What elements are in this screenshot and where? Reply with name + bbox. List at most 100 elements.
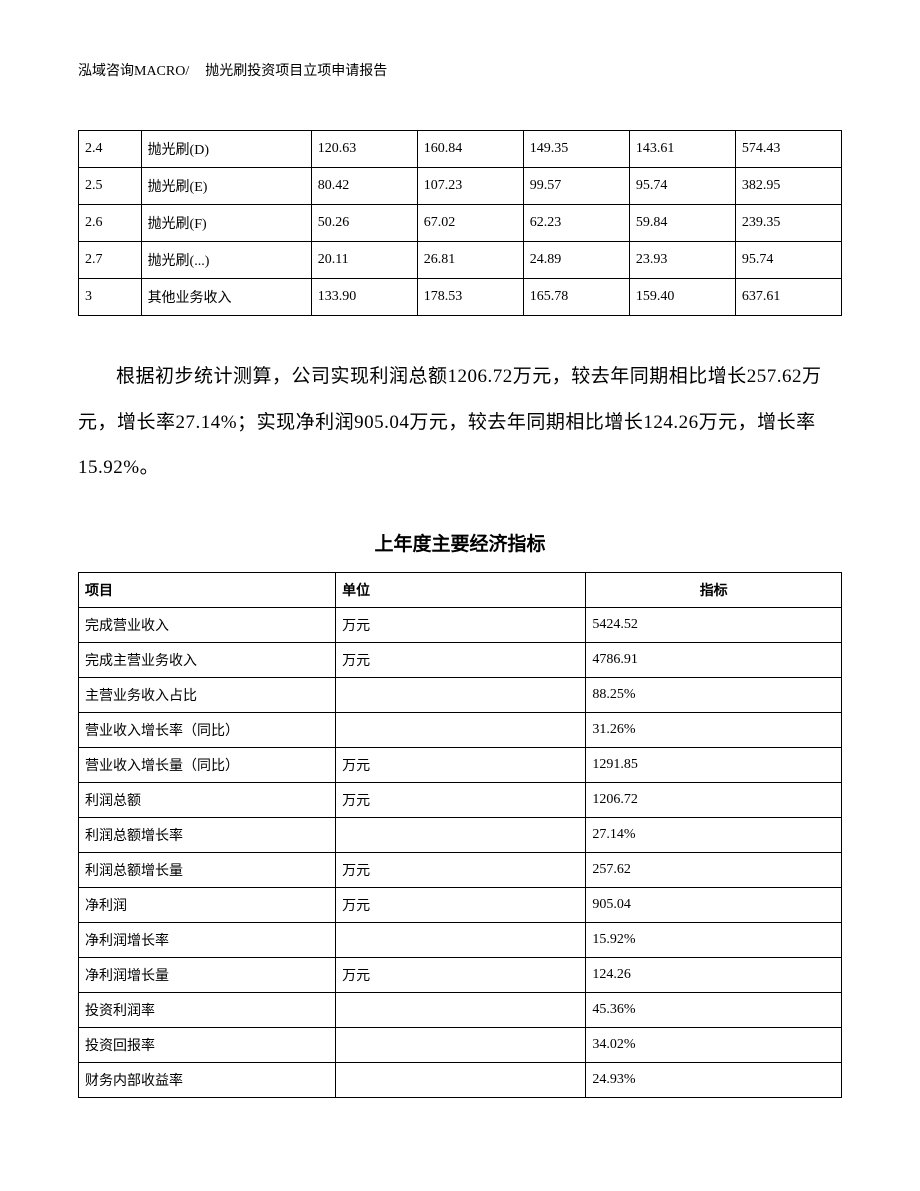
cell: 其他业务收入 <box>141 279 311 316</box>
table-row: 营业收入增长率（同比） 31.26% <box>79 712 842 747</box>
summary-paragraph: 根据初步统计测算，公司实现利润总额1206.72万元，较去年同期相比增长257.… <box>78 354 842 491</box>
table-row: 财务内部收益率 24.93% <box>79 1062 842 1097</box>
cell: 主营业务收入占比 <box>79 677 336 712</box>
cell: 149.35 <box>523 131 629 168</box>
cell: 99.57 <box>523 168 629 205</box>
cell: 2.5 <box>79 168 142 205</box>
product-revenue-table: 2.4 抛光刷(D) 120.63 160.84 149.35 143.61 5… <box>78 130 842 316</box>
table-row: 净利润增长率 15.92% <box>79 922 842 957</box>
cell <box>336 1062 586 1097</box>
cell: 124.26 <box>586 957 842 992</box>
cell: 62.23 <box>523 205 629 242</box>
cell <box>336 1027 586 1062</box>
cell: 利润总额 <box>79 782 336 817</box>
table2-body: 完成营业收入 万元 5424.52 完成主营业务收入 万元 4786.91 主营… <box>79 607 842 1097</box>
cell: 34.02% <box>586 1027 842 1062</box>
cell: 财务内部收益率 <box>79 1062 336 1097</box>
header-title: 抛光刷投资项目立项申请报告 <box>205 64 387 79</box>
table-row: 2.6 抛光刷(F) 50.26 67.02 62.23 59.84 239.3… <box>79 205 842 242</box>
cell: 88.25% <box>586 677 842 712</box>
cell: 165.78 <box>523 279 629 316</box>
table-row: 净利润增长量 万元 124.26 <box>79 957 842 992</box>
cell: 抛光刷(F) <box>141 205 311 242</box>
table-row: 2.4 抛光刷(D) 120.63 160.84 149.35 143.61 5… <box>79 131 842 168</box>
cell: 59.84 <box>629 205 735 242</box>
page-header: 泓域咨询MACRO/抛光刷投资项目立项申请报告 <box>78 60 842 80</box>
table-row: 净利润 万元 905.04 <box>79 887 842 922</box>
cell: 净利润 <box>79 887 336 922</box>
cell: 20.11 <box>311 242 417 279</box>
cell: 50.26 <box>311 205 417 242</box>
cell: 2.6 <box>79 205 142 242</box>
cell <box>336 712 586 747</box>
cell: 257.62 <box>586 852 842 887</box>
header-company: 泓域咨询MACRO/ <box>78 64 189 79</box>
table-row: 完成主营业务收入 万元 4786.91 <box>79 642 842 677</box>
cell: 营业收入增长量（同比） <box>79 747 336 782</box>
cell: 143.61 <box>629 131 735 168</box>
cell: 净利润增长率 <box>79 922 336 957</box>
cell: 160.84 <box>417 131 523 168</box>
cell <box>336 677 586 712</box>
cell: 5424.52 <box>586 607 842 642</box>
cell: 投资回报率 <box>79 1027 336 1062</box>
header-value: 指标 <box>586 572 842 607</box>
table-row: 营业收入增长量（同比） 万元 1291.85 <box>79 747 842 782</box>
cell: 178.53 <box>417 279 523 316</box>
cell: 67.02 <box>417 205 523 242</box>
cell: 万元 <box>336 642 586 677</box>
cell: 投资利润率 <box>79 992 336 1027</box>
cell: 4786.91 <box>586 642 842 677</box>
cell: 1291.85 <box>586 747 842 782</box>
cell: 95.74 <box>735 242 841 279</box>
table-row: 投资回报率 34.02% <box>79 1027 842 1062</box>
table-row: 2.7 抛光刷(...) 20.11 26.81 24.89 23.93 95.… <box>79 242 842 279</box>
cell: 万元 <box>336 782 586 817</box>
header-unit: 单位 <box>336 572 586 607</box>
cell: 万元 <box>336 747 586 782</box>
cell <box>336 922 586 957</box>
cell: 905.04 <box>586 887 842 922</box>
cell: 2.7 <box>79 242 142 279</box>
cell: 15.92% <box>586 922 842 957</box>
cell: 120.63 <box>311 131 417 168</box>
table-row: 投资利润率 45.36% <box>79 992 842 1027</box>
cell: 完成主营业务收入 <box>79 642 336 677</box>
cell: 45.36% <box>586 992 842 1027</box>
cell: 抛光刷(E) <box>141 168 311 205</box>
economic-indicators-table: 项目 单位 指标 完成营业收入 万元 5424.52 完成主营业务收入 万元 4… <box>78 572 842 1098</box>
cell: 抛光刷(D) <box>141 131 311 168</box>
cell: 万元 <box>336 607 586 642</box>
cell: 574.43 <box>735 131 841 168</box>
cell: 27.14% <box>586 817 842 852</box>
table-row: 利润总额增长量 万元 257.62 <box>79 852 842 887</box>
cell <box>336 817 586 852</box>
section-title: 上年度主要经济指标 <box>78 529 842 556</box>
cell: 万元 <box>336 887 586 922</box>
cell <box>336 992 586 1027</box>
cell: 24.93% <box>586 1062 842 1097</box>
cell: 净利润增长量 <box>79 957 336 992</box>
cell: 80.42 <box>311 168 417 205</box>
cell: 24.89 <box>523 242 629 279</box>
table-row: 利润总额增长率 27.14% <box>79 817 842 852</box>
cell: 营业收入增长率（同比） <box>79 712 336 747</box>
table-row: 完成营业收入 万元 5424.52 <box>79 607 842 642</box>
table-row: 2.5 抛光刷(E) 80.42 107.23 99.57 95.74 382.… <box>79 168 842 205</box>
table-row: 主营业务收入占比 88.25% <box>79 677 842 712</box>
cell: 完成营业收入 <box>79 607 336 642</box>
table-header-row: 项目 单位 指标 <box>79 572 842 607</box>
table-row: 利润总额 万元 1206.72 <box>79 782 842 817</box>
cell: 抛光刷(...) <box>141 242 311 279</box>
cell: 3 <box>79 279 142 316</box>
table-row: 3 其他业务收入 133.90 178.53 165.78 159.40 637… <box>79 279 842 316</box>
header-item: 项目 <box>79 572 336 607</box>
cell: 133.90 <box>311 279 417 316</box>
cell: 95.74 <box>629 168 735 205</box>
cell: 26.81 <box>417 242 523 279</box>
cell: 万元 <box>336 852 586 887</box>
cell: 239.35 <box>735 205 841 242</box>
cell: 23.93 <box>629 242 735 279</box>
cell: 万元 <box>336 957 586 992</box>
cell: 利润总额增长量 <box>79 852 336 887</box>
